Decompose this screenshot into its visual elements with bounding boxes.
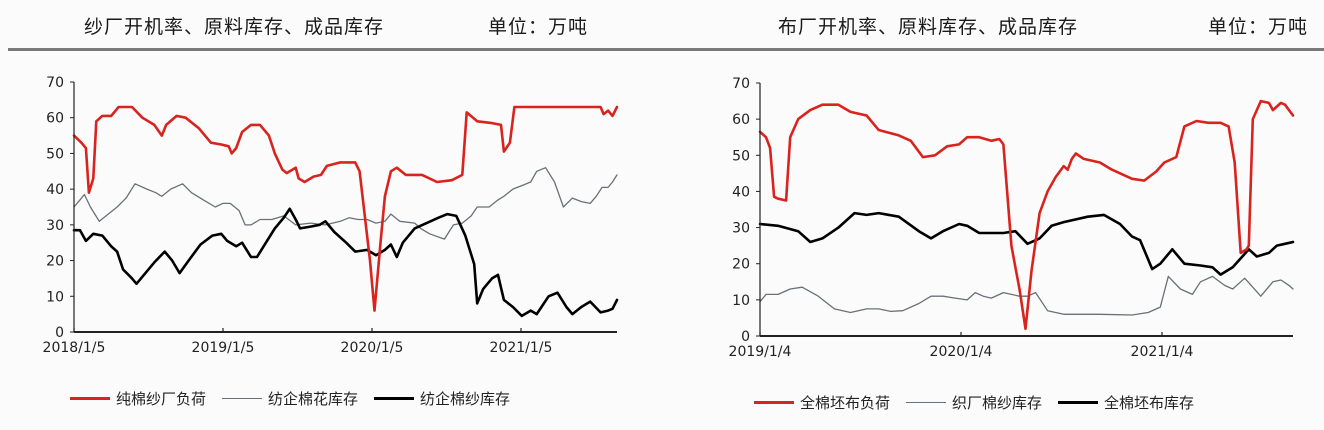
legend-item-greige-stock: 全棉坯布库存 [1058,392,1194,413]
y-tick-label: 30 [732,221,750,237]
series-line [72,105,619,312]
legend: 纯棉纱厂负荷 纺企棉花库存 纺企棉纱库存 [70,388,526,409]
legend-label: 纺企棉花库存 [268,390,359,408]
legend-item-yarn-stock: 纺企棉纱库存 [374,388,510,409]
panel-yarn-mill: 纱厂开机率、原料库存、成品库存 单位：万吨 纯棉纱厂负荷 纺企棉花库存 纺企棉纱… [8,16,662,409]
x-tick-label: 2021/1/4 [1131,344,1194,360]
series-line [759,275,1294,316]
unit-label: 单位：万吨 [1208,16,1309,38]
legend-label: 全棉坯布库存 [1104,394,1195,412]
legend-line-gray-icon [906,401,947,404]
x-tick-label: 2018/1/5 [43,340,106,356]
y-tick-label: 40 [732,184,750,200]
legend-item-greige-load: 全棉坯布负荷 [754,392,890,413]
y-tick-label: 0 [55,325,64,341]
series-line [758,99,1295,331]
legend: 全棉坯布负荷 织厂棉纱库存 全棉坯布库存 [754,392,1210,413]
y-tick-label: 60 [732,112,750,128]
y-tick-label: 50 [46,146,64,162]
y-tick-label: 10 [46,289,64,305]
chart-title: 布厂开机率、原料库存、成品库存 [778,16,1079,38]
y-tick-label: 20 [46,254,64,270]
y-tick-label: 50 [732,148,750,164]
legend-line-gray-icon [222,397,263,400]
series-line [72,207,619,318]
series-line [73,167,618,240]
legend-item-weaver-yarn-stock: 织厂棉纱库存 [906,392,1042,413]
y-tick-label: 20 [732,257,750,273]
y-tick-label: 30 [46,218,64,234]
x-tick-label: 2019/1/5 [192,340,255,356]
unit-label: 单位：万吨 [488,16,589,38]
y-tick-label: 60 [46,111,64,127]
x-tick-label: 2020/1/4 [930,344,993,360]
y-tick-label: 10 [732,293,750,309]
panel-weaving-mill: 布厂开机率、原料库存、成品库存 单位：万吨 全棉坯布负荷 织厂棉纱库存 全棉坯布… [662,0,1324,430]
title-divider [8,48,662,51]
legend-label: 织厂棉纱库存 [952,394,1043,412]
x-tick-label: 2021/1/5 [490,340,553,356]
legend-label: 纺企棉纱库存 [420,390,511,408]
legend-item-cotton-stock: 纺企棉花库存 [222,388,358,409]
legend-label: 全棉坯布负荷 [800,394,891,412]
legend-label: 纯棉纱厂负荷 [116,390,207,408]
legend-line-red-icon [70,397,110,400]
legend-line-red-icon [754,401,794,404]
legend-line-black-icon [374,397,415,400]
y-tick-label: 0 [741,329,750,345]
chart-title: 纱厂开机率、原料库存、成品库存 [84,16,385,38]
title-divider [662,48,1324,51]
legend-item-yarn-mill-load: 纯棉纱厂负荷 [70,388,206,409]
y-tick-label: 70 [732,76,750,92]
x-tick-label: 2020/1/5 [341,340,404,356]
x-tick-label: 2019/1/4 [729,344,792,360]
y-tick-label: 40 [46,182,64,198]
series-line [758,211,1295,276]
y-tick-label: 70 [46,75,64,91]
legend-line-black-icon [1058,401,1099,404]
